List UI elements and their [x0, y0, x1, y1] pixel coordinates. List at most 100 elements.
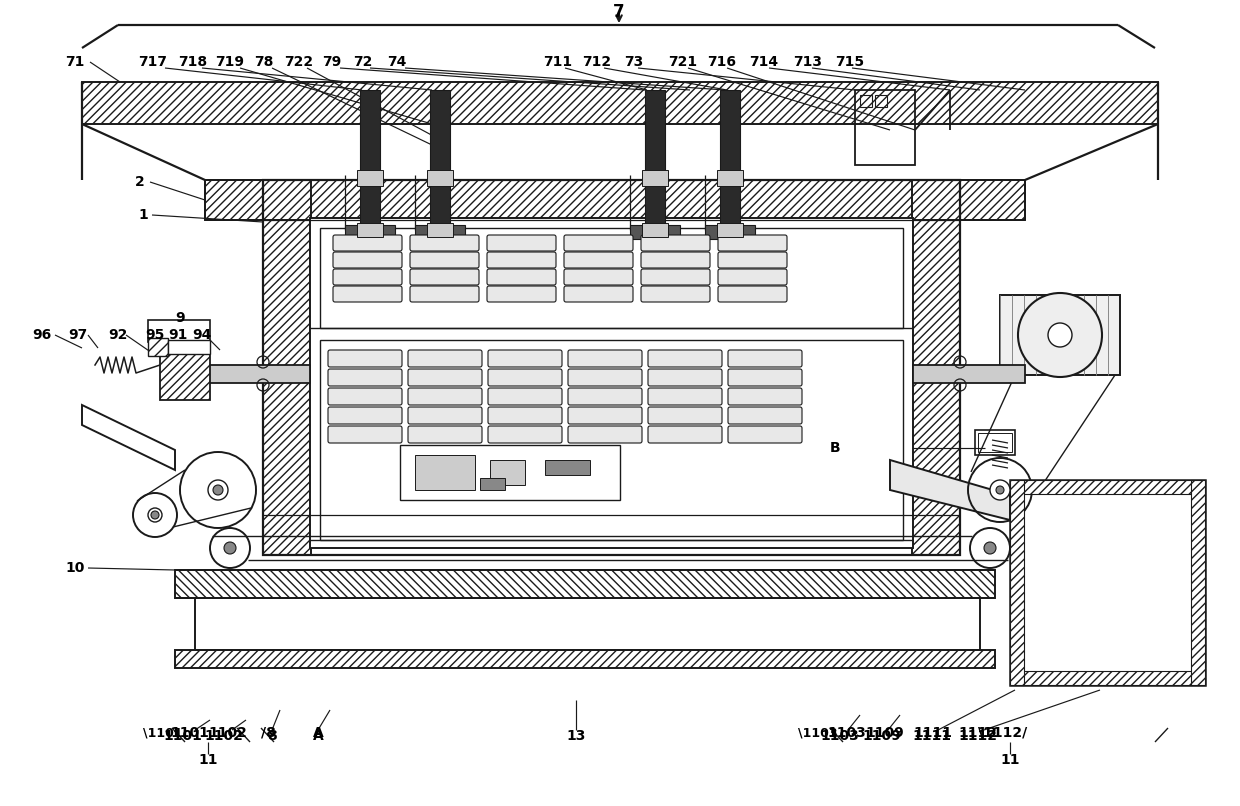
Text: 9: 9 — [175, 311, 185, 325]
FancyBboxPatch shape — [718, 235, 787, 251]
Circle shape — [1048, 323, 1073, 347]
Bar — [630, 225, 680, 239]
FancyBboxPatch shape — [408, 407, 482, 424]
FancyBboxPatch shape — [728, 369, 802, 386]
FancyBboxPatch shape — [329, 426, 402, 443]
FancyBboxPatch shape — [564, 235, 632, 251]
Text: \1112/: \1112/ — [978, 726, 1027, 740]
Text: 96: 96 — [32, 328, 52, 342]
FancyBboxPatch shape — [334, 235, 402, 251]
Text: \1103: \1103 — [799, 726, 838, 739]
Bar — [645, 90, 665, 230]
Text: 8: 8 — [267, 729, 277, 743]
FancyBboxPatch shape — [718, 269, 787, 285]
Bar — [205, 180, 1025, 220]
Bar — [1011, 480, 1024, 685]
FancyBboxPatch shape — [718, 286, 787, 302]
Bar — [345, 225, 396, 239]
FancyBboxPatch shape — [568, 350, 642, 367]
Bar — [310, 218, 913, 548]
Bar — [875, 95, 887, 107]
Text: 1109: 1109 — [863, 729, 901, 743]
Text: 10: 10 — [66, 561, 84, 575]
Text: 716: 716 — [708, 55, 737, 69]
Text: A: A — [312, 726, 324, 740]
FancyBboxPatch shape — [408, 350, 482, 367]
FancyBboxPatch shape — [718, 252, 787, 268]
Circle shape — [213, 485, 223, 495]
Text: 71: 71 — [66, 55, 84, 69]
Bar — [427, 170, 453, 186]
Text: 722: 722 — [284, 55, 314, 69]
Circle shape — [151, 511, 159, 519]
Bar — [360, 90, 379, 230]
Text: 711: 711 — [543, 55, 573, 69]
FancyBboxPatch shape — [408, 426, 482, 443]
Text: 97: 97 — [68, 328, 88, 342]
Text: B: B — [830, 441, 841, 455]
FancyBboxPatch shape — [649, 388, 722, 405]
Text: 721: 721 — [668, 55, 698, 69]
Bar — [911, 180, 960, 555]
FancyBboxPatch shape — [410, 269, 479, 285]
FancyBboxPatch shape — [568, 426, 642, 443]
Text: 95: 95 — [145, 328, 165, 342]
FancyBboxPatch shape — [641, 235, 711, 251]
FancyBboxPatch shape — [641, 252, 711, 268]
Bar — [861, 95, 872, 107]
Text: /8: /8 — [260, 726, 275, 740]
Bar — [720, 90, 740, 230]
FancyBboxPatch shape — [649, 426, 722, 443]
Polygon shape — [890, 460, 1011, 520]
Bar — [1011, 480, 1205, 494]
FancyBboxPatch shape — [410, 252, 479, 268]
FancyBboxPatch shape — [487, 235, 556, 251]
Text: 1112: 1112 — [959, 726, 997, 740]
Bar — [263, 180, 960, 555]
Bar — [717, 223, 743, 237]
FancyBboxPatch shape — [728, 426, 802, 443]
Text: 714: 714 — [749, 55, 779, 69]
Text: 713: 713 — [794, 55, 822, 69]
FancyBboxPatch shape — [334, 269, 402, 285]
Bar — [642, 223, 668, 237]
Text: 715: 715 — [836, 55, 864, 69]
Text: 73: 73 — [625, 55, 644, 69]
Text: 1102: 1102 — [208, 726, 248, 740]
Text: 1103: 1103 — [821, 729, 859, 743]
Text: 1101: 1101 — [171, 726, 210, 740]
Circle shape — [1018, 293, 1102, 377]
Bar — [175, 650, 994, 668]
Text: 1109: 1109 — [866, 726, 904, 740]
Text: \1101: \1101 — [144, 726, 184, 739]
Text: 1103: 1103 — [827, 726, 867, 740]
Circle shape — [996, 486, 1004, 494]
Circle shape — [148, 508, 162, 522]
FancyBboxPatch shape — [489, 350, 562, 367]
FancyBboxPatch shape — [568, 388, 642, 405]
Bar — [167, 340, 210, 354]
FancyBboxPatch shape — [334, 286, 402, 302]
Text: 74: 74 — [387, 55, 407, 69]
FancyBboxPatch shape — [568, 369, 642, 386]
Text: 92: 92 — [108, 328, 128, 342]
Bar — [415, 225, 465, 239]
Text: 719: 719 — [216, 55, 244, 69]
FancyBboxPatch shape — [408, 369, 482, 386]
Bar — [320, 228, 903, 328]
Polygon shape — [82, 405, 175, 470]
FancyBboxPatch shape — [728, 350, 802, 367]
Bar — [856, 90, 915, 165]
FancyBboxPatch shape — [564, 269, 632, 285]
FancyBboxPatch shape — [489, 426, 562, 443]
FancyBboxPatch shape — [487, 269, 556, 285]
Bar — [706, 225, 755, 239]
Text: 11: 11 — [1001, 753, 1019, 767]
Bar — [546, 460, 590, 475]
Bar — [975, 430, 1016, 455]
Circle shape — [208, 480, 228, 500]
Text: 1101: 1101 — [164, 729, 202, 743]
Text: 718: 718 — [179, 55, 207, 69]
Bar — [427, 223, 453, 237]
Text: 1111: 1111 — [913, 729, 951, 743]
